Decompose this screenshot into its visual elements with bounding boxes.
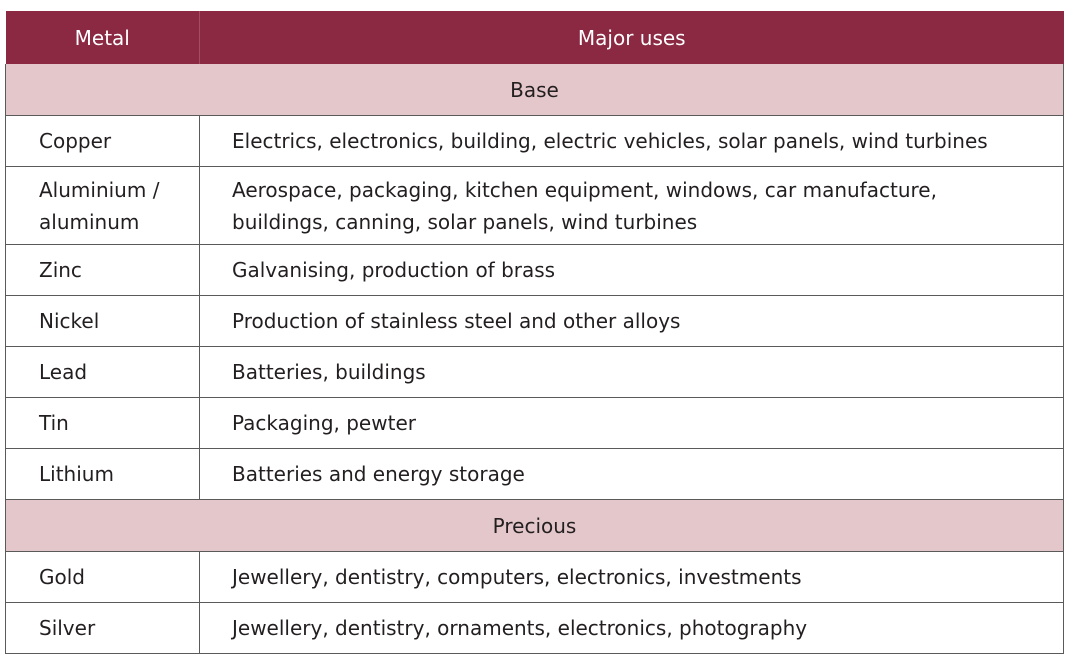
metal-uses-line: Aerospace, packaging, kitchen equipment,… <box>232 177 937 202</box>
header-metal: Metal <box>5 11 200 64</box>
metal-uses: Jewellery, dentistry, ornaments, electro… <box>199 602 1064 654</box>
metal-name: Lead <box>5 346 200 398</box>
metal-name: Copper <box>5 115 200 167</box>
metal-name-line: aluminum <box>39 209 140 234</box>
table-row: Gold Jewellery, dentistry, computers, el… <box>5 551 1064 603</box>
metal-name: Tin <box>5 397 200 449</box>
metal-name: Silver <box>5 602 200 654</box>
metal-name: Gold <box>5 551 200 603</box>
metal-name-line: Aluminium / <box>39 177 160 202</box>
metal-name: Aluminium / aluminum <box>5 166 200 245</box>
metal-name: Nickel <box>5 295 200 347</box>
table-row: Zinc Galvanising, production of brass <box>5 244 1064 296</box>
table-row: Aluminium / aluminum Aerospace, packagin… <box>5 166 1064 245</box>
section-row-precious: Precious <box>5 499 1064 552</box>
table-row: Lead Batteries, buildings <box>5 346 1064 398</box>
table-row: Copper Electrics, electronics, building,… <box>5 115 1064 167</box>
metal-uses: Jewellery, dentistry, computers, electro… <box>199 551 1064 603</box>
table-row: Lithium Batteries and energy storage <box>5 448 1064 500</box>
metals-uses-table: Metal Major uses Base Copper Electrics, … <box>5 11 1064 654</box>
metal-uses: Batteries, buildings <box>199 346 1064 398</box>
metal-uses-line: buildings, canning, solar panels, wind t… <box>232 209 698 234</box>
metal-name: Lithium <box>5 448 200 500</box>
metal-name: Zinc <box>5 244 200 296</box>
metal-uses: Batteries and energy storage <box>199 448 1064 500</box>
metal-uses: Electrics, electronics, building, electr… <box>199 115 1064 167</box>
header-row: Metal Major uses <box>5 11 1064 64</box>
table-row: Silver Jewellery, dentistry, ornaments, … <box>5 602 1064 654</box>
metal-uses: Production of stainless steel and other … <box>199 295 1064 347</box>
metal-uses: Packaging, pewter <box>199 397 1064 449</box>
table-row: Nickel Production of stainless steel and… <box>5 295 1064 347</box>
metal-uses: Aerospace, packaging, kitchen equipment,… <box>199 166 1064 245</box>
metal-uses: Galvanising, production of brass <box>199 244 1064 296</box>
section-row-base: Base <box>5 64 1064 116</box>
table-row: Tin Packaging, pewter <box>5 397 1064 449</box>
section-label: Precious <box>5 499 1064 552</box>
section-label: Base <box>5 64 1064 116</box>
header-major-uses: Major uses <box>199 11 1064 64</box>
